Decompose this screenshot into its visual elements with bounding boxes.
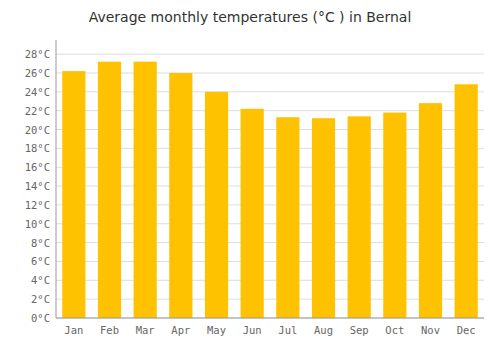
bars [62, 62, 478, 318]
x-tick-label: Jul [278, 324, 297, 336]
x-tick-label: Oct [385, 324, 404, 336]
title: Average monthly temperatures (°C ) in Be… [89, 9, 412, 25]
x-tick-label: Jun [243, 324, 262, 336]
y-tick-label: 28°C [25, 48, 50, 60]
x-tick-label: Dec [457, 324, 476, 336]
bar [348, 116, 371, 318]
y-tick-label: 0°C [31, 312, 50, 324]
x-tick-label: Jan [64, 324, 83, 336]
y-tick-label: 12°C [25, 199, 50, 211]
y-tick-label: 8°C [31, 237, 50, 249]
x-tick-label: Sep [350, 324, 369, 336]
y-tick-label: 22°C [25, 105, 50, 117]
bar [205, 92, 228, 318]
y-axis-line [56, 40, 57, 318]
bar [312, 118, 335, 318]
x-tick-label: Nov [421, 324, 440, 336]
x-tick-label: May [207, 324, 226, 336]
bar [419, 103, 442, 318]
y-tick-label: 24°C [25, 86, 50, 98]
bar [98, 62, 121, 318]
y-tick-label: 4°C [31, 274, 50, 286]
bar [383, 113, 406, 318]
y-tick-label: 26°C [25, 67, 50, 79]
bar [134, 62, 157, 318]
bar [276, 117, 299, 318]
y-tick-label: 18°C [25, 142, 50, 154]
bar [169, 73, 192, 318]
x-tick-label: Feb [100, 324, 119, 336]
x-axis-line [56, 318, 484, 319]
y-tick-label: 10°C [25, 218, 50, 230]
grid [56, 54, 484, 318]
grid-line [56, 54, 484, 55]
chart: Average monthly temperatures (°C ) in Be… [0, 0, 500, 350]
chart-container: Average monthly temperatures (°C ) in Be… [0, 0, 500, 350]
x-tick-label: Apr [171, 324, 190, 336]
grid-line [56, 318, 484, 319]
y-tick-label: 2°C [31, 293, 50, 305]
y-tick-label: 6°C [31, 255, 50, 267]
bar [241, 109, 264, 318]
bar [62, 71, 85, 318]
bar [455, 84, 478, 318]
x-tick-label: Mar [136, 324, 155, 336]
x-tick-label: Aug [314, 324, 333, 336]
y-tick-label: 20°C [25, 124, 50, 136]
y-tick-label: 16°C [25, 161, 50, 173]
y-tick-label: 14°C [25, 180, 50, 192]
